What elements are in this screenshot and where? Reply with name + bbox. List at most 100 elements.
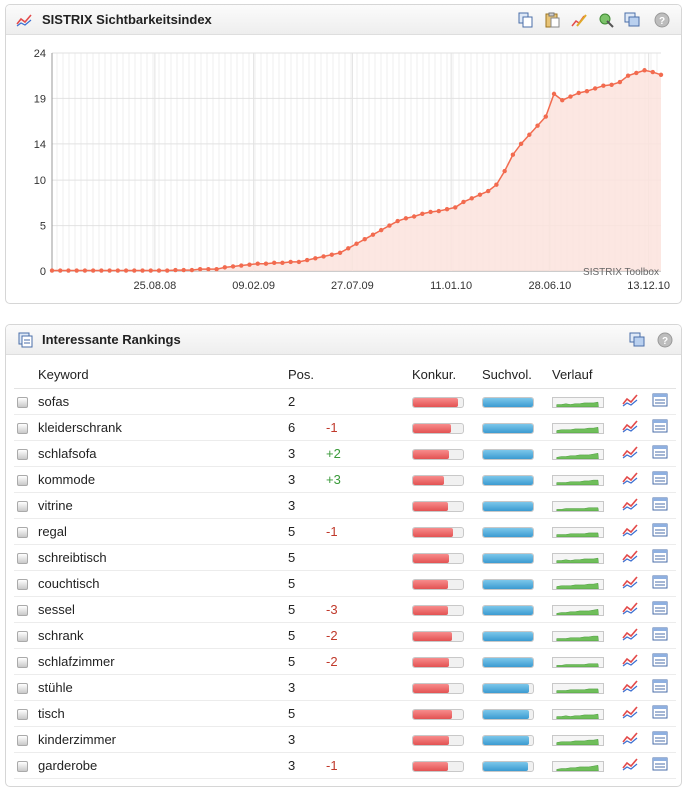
table-details-icon[interactable]: [652, 548, 668, 564]
row-toggle-icon[interactable]: [17, 552, 28, 564]
table-row[interactable]: sessel 5 -3: [14, 596, 676, 623]
table-row[interactable]: schrank 5 -2: [14, 622, 676, 649]
keyword-text[interactable]: regal: [38, 523, 67, 539]
copy-icon[interactable]: [518, 12, 534, 28]
table-row[interactable]: regal 5 -1: [14, 518, 676, 545]
clipboard-icon[interactable]: [544, 12, 560, 28]
table-row[interactable]: schlafsofa 3 +2: [14, 440, 676, 467]
col-position[interactable]: Pos.: [288, 361, 326, 389]
row-toggle-icon[interactable]: [17, 682, 28, 694]
col-keyword[interactable]: Keyword: [38, 361, 288, 389]
table-details-icon[interactable]: [652, 652, 668, 668]
table-details-icon[interactable]: [652, 418, 668, 434]
row-toggle-icon[interactable]: [17, 656, 28, 668]
trend-chart-icon[interactable]: [622, 418, 638, 434]
table-row[interactable]: sofas 2: [14, 388, 676, 415]
table-details-icon[interactable]: [652, 600, 668, 616]
keyword-text[interactable]: schlafzimmer: [38, 653, 115, 669]
trend-chart-icon[interactable]: [622, 548, 638, 564]
table-row[interactable]: schreibtisch 5: [14, 544, 676, 571]
table-row[interactable]: schlafzimmer 5 -2: [14, 648, 676, 675]
table-row[interactable]: stühle 3: [14, 674, 676, 701]
keyword-cell[interactable]: sofas: [38, 388, 288, 415]
table-row[interactable]: kleiderschrank 6 -1: [14, 414, 676, 441]
trend-chart-icon[interactable]: [622, 392, 638, 408]
keyword-cell[interactable]: schrank: [38, 622, 288, 649]
row-toggle-icon[interactable]: [17, 448, 28, 460]
trend-chart-icon[interactable]: [622, 626, 638, 642]
keyword-text[interactable]: kinderzimmer: [38, 731, 117, 747]
trend-chart-icon[interactable]: [622, 704, 638, 720]
keyword-text[interactable]: schrank: [38, 627, 84, 643]
keyword-cell[interactable]: kinderzimmer: [38, 726, 288, 753]
windows-icon[interactable]: [624, 12, 640, 28]
table-row[interactable]: couchtisch 5: [14, 570, 676, 597]
row-toggle-icon[interactable]: [17, 396, 28, 408]
table-row[interactable]: tisch 5: [14, 700, 676, 727]
keyword-cell[interactable]: sessel: [38, 596, 288, 623]
keyword-text[interactable]: sofas: [38, 393, 70, 409]
row-toggle-icon[interactable]: [17, 578, 28, 590]
trend-chart-icon[interactable]: [622, 470, 638, 486]
edit-chart-icon[interactable]: [571, 12, 587, 28]
table-details-icon[interactable]: [652, 444, 668, 460]
keyword-text[interactable]: garderobe: [38, 757, 98, 773]
trend-chart-icon[interactable]: [622, 652, 638, 668]
table-details-icon[interactable]: [652, 392, 668, 408]
trend-chart-icon[interactable]: [622, 600, 638, 616]
trend-chart-icon[interactable]: [622, 678, 638, 694]
keyword-cell[interactable]: schreibtisch: [38, 544, 288, 571]
row-toggle-icon[interactable]: [17, 708, 28, 720]
table-details-icon[interactable]: [652, 626, 668, 642]
keyword-cell[interactable]: garderobe: [38, 752, 288, 779]
table-details-icon[interactable]: [652, 574, 668, 590]
row-toggle-icon[interactable]: [17, 474, 28, 486]
keyword-text[interactable]: sessel: [38, 601, 75, 617]
trend-chart-icon[interactable]: [622, 444, 638, 460]
keyword-text[interactable]: vitrine: [38, 497, 73, 513]
keyword-cell[interactable]: couchtisch: [38, 570, 288, 597]
keyword-cell[interactable]: kommode: [38, 466, 288, 493]
windows-icon[interactable]: [629, 332, 645, 348]
row-toggle-icon[interactable]: [17, 526, 28, 538]
row-toggle-icon[interactable]: [17, 760, 28, 772]
table-details-icon[interactable]: [652, 496, 668, 512]
trend-chart-icon[interactable]: [622, 496, 638, 512]
table-row[interactable]: vitrine 3: [14, 492, 676, 519]
trend-chart-icon[interactable]: [622, 756, 638, 772]
table-details-icon[interactable]: [652, 470, 668, 486]
trend-chart-icon[interactable]: [622, 522, 638, 538]
trend-chart-icon[interactable]: [622, 730, 638, 746]
table-details-icon[interactable]: [652, 522, 668, 538]
trend-chart-icon[interactable]: [622, 574, 638, 590]
keyword-cell[interactable]: schlafsofa: [38, 440, 288, 467]
help-icon[interactable]: ?: [654, 12, 670, 28]
table-details-icon[interactable]: [652, 678, 668, 694]
col-competition[interactable]: Konkur.: [412, 361, 482, 389]
keyword-cell[interactable]: tisch: [38, 700, 288, 727]
table-details-icon[interactable]: [652, 730, 668, 746]
keyword-cell[interactable]: schlafzimmer: [38, 648, 288, 675]
table-row[interactable]: kinderzimmer 3: [14, 726, 676, 753]
keyword-cell[interactable]: stühle: [38, 674, 288, 701]
keyword-cell[interactable]: kleiderschrank: [38, 414, 288, 441]
keyword-text[interactable]: kommode: [38, 471, 96, 487]
table-details-icon[interactable]: [652, 704, 668, 720]
row-toggle-icon[interactable]: [17, 500, 28, 512]
keyword-cell[interactable]: vitrine: [38, 492, 288, 519]
keyword-text[interactable]: kleiderschrank: [38, 419, 122, 435]
keyword-text[interactable]: schreibtisch: [38, 549, 107, 565]
table-details-icon[interactable]: [652, 756, 668, 772]
row-toggle-icon[interactable]: [17, 604, 28, 616]
table-row[interactable]: garderobe 3 -1: [14, 752, 676, 779]
col-search-volume[interactable]: Suchvol.: [482, 361, 552, 389]
row-toggle-icon[interactable]: [17, 734, 28, 746]
row-toggle-icon[interactable]: [17, 422, 28, 434]
keyword-text[interactable]: stühle: [38, 679, 73, 695]
keyword-text[interactable]: schlafsofa: [38, 445, 97, 461]
keyword-text[interactable]: couchtisch: [38, 575, 100, 591]
keyword-cell[interactable]: regal: [38, 518, 288, 545]
export-icon[interactable]: [598, 12, 614, 28]
table-row[interactable]: kommode 3 +3: [14, 466, 676, 493]
keyword-text[interactable]: tisch: [38, 705, 65, 721]
